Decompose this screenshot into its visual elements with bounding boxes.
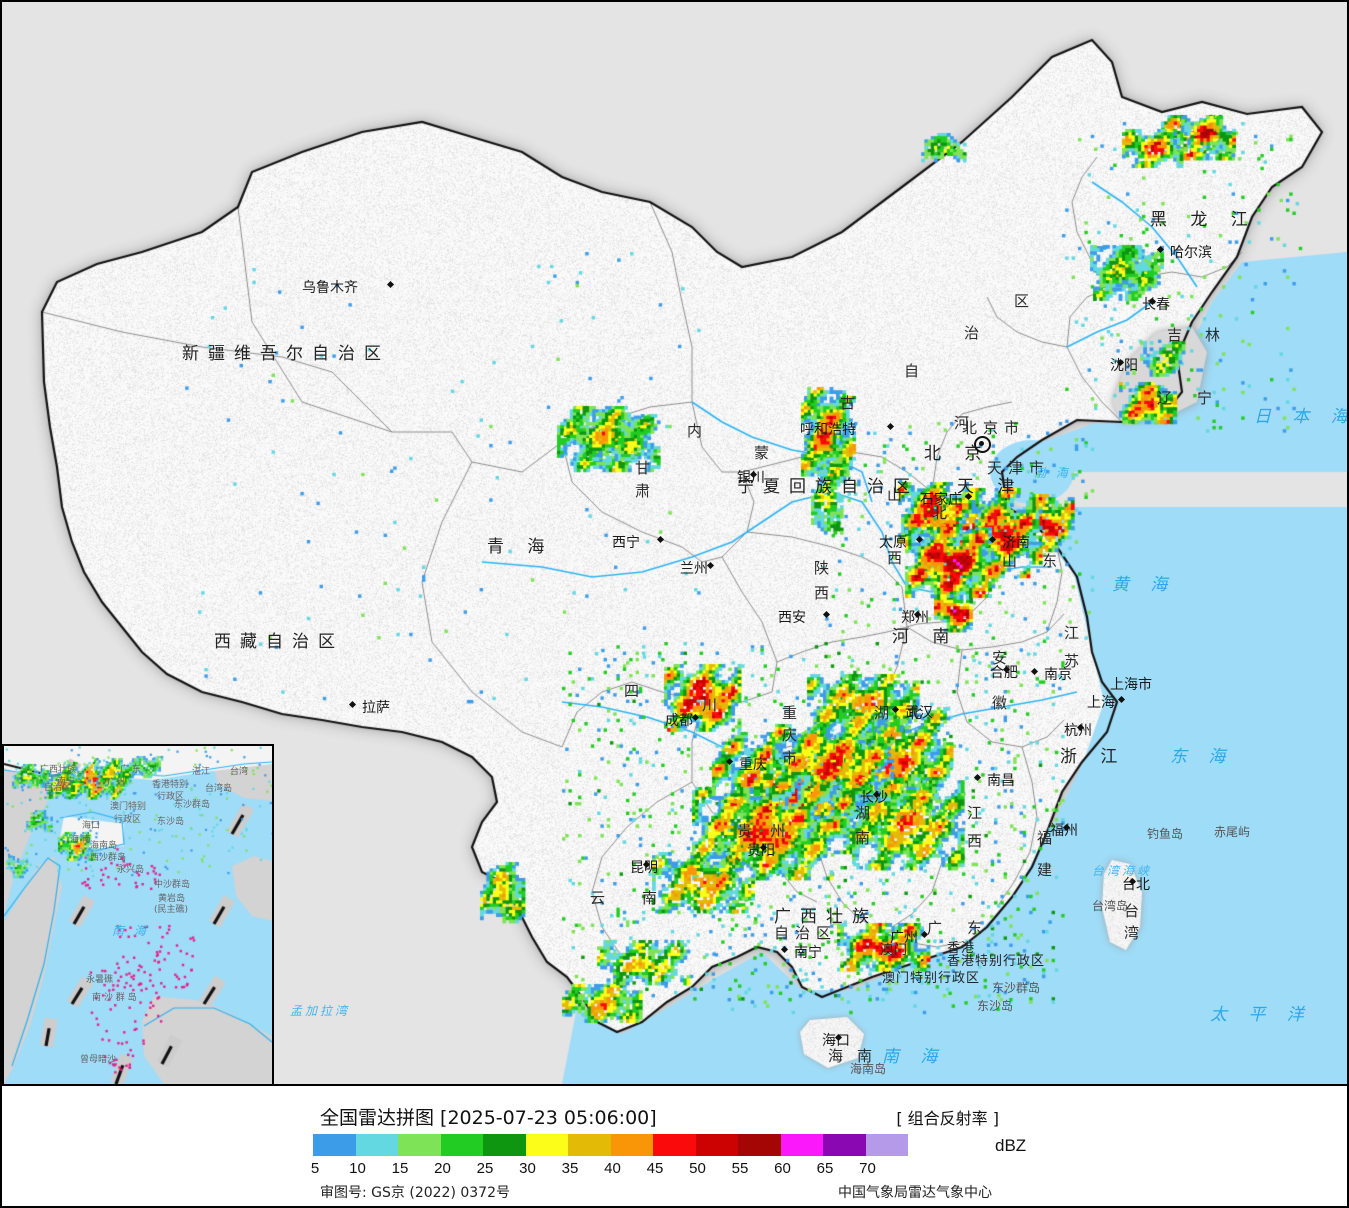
colorbar-swatch-40	[610, 1134, 653, 1156]
colorbar-swatch-35	[568, 1134, 611, 1156]
colorbar-tick-60: 60	[774, 1160, 791, 1177]
colorbar-tick-50: 50	[689, 1160, 706, 1177]
colorbar-swatch-5	[313, 1134, 356, 1156]
colorbar-swatch-60	[780, 1134, 823, 1156]
inset-canvas	[4, 746, 272, 1084]
colorbar-tick-15: 15	[391, 1160, 409, 1177]
beijing-capital-marker	[974, 436, 991, 453]
colorbar-tick-70: 70	[859, 1160, 876, 1177]
colorbar-tick-30: 30	[519, 1160, 536, 1177]
map-approval-number: 审图号: GS京 (2022) 0372号	[320, 1185, 510, 1201]
south-china-sea-inset[interactable]	[2, 744, 274, 1084]
colorbar-tick-labels: 5 10 15 20 25 30 35 40 45 50 55 60 65 70	[310, 1160, 993, 1178]
colorbar-tick-10: 10	[349, 1160, 366, 1177]
colorbar-swatch-45	[653, 1134, 696, 1156]
colorbar-swatch-65	[823, 1134, 866, 1156]
colorbar-tick-65: 65	[816, 1160, 834, 1177]
colorbar-swatch-30	[525, 1134, 568, 1156]
colorbar-tick-45: 45	[646, 1160, 664, 1177]
colorbar-swatch-15	[398, 1134, 441, 1156]
colorbar-tick-40: 40	[604, 1160, 621, 1177]
colorbar-swatch-10	[355, 1134, 398, 1156]
colorbar-tick-55: 55	[731, 1160, 749, 1177]
colorbar-tick-20: 20	[434, 1160, 451, 1177]
colorbar-unit-label: dBZ	[995, 1136, 1027, 1155]
colorbar-swatch-20	[440, 1134, 483, 1156]
colorbar-tick-35: 35	[561, 1160, 579, 1177]
colorbar-swatch-50	[695, 1134, 738, 1156]
colorbar-swatch-25	[483, 1134, 526, 1156]
colorbar-tick-5: 5	[310, 1160, 320, 1177]
legend-title: 全国雷达拼图 [2025-07-23 05:06:00]	[320, 1107, 657, 1129]
map-source-credit: 中国气象局雷达气象中心	[838, 1185, 992, 1201]
dbz-colorbar	[313, 1134, 908, 1156]
colorbar-tick-25: 25	[476, 1160, 494, 1177]
legend-product-label: [ 组合反射率 ]	[896, 1109, 999, 1128]
colorbar-swatch-55	[738, 1134, 781, 1156]
map-panel[interactable]: 新疆维吾尔自治区 西藏自治区青 海甘肃内蒙古自治区宁夏回族自治区陕西山西河北北 京…	[0, 0, 1349, 1086]
legend-panel: 全国雷达拼图 [2025-07-23 05:06:00] [ 组合反射率 ] d…	[0, 1086, 1349, 1208]
colorbar-swatch-70	[865, 1134, 908, 1156]
